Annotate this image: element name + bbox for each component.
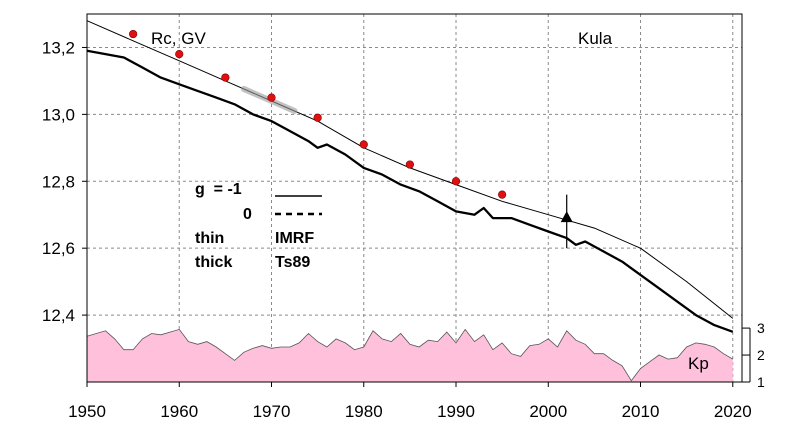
series-dot: [359, 140, 368, 149]
annotation-kp: Kp: [688, 354, 709, 373]
x-tick-label: 1990: [437, 402, 475, 421]
marker-2002: [560, 194, 573, 249]
series-dot: [498, 190, 507, 199]
x-tick-label: 2020: [714, 402, 752, 421]
kp-tick-label: 3: [757, 320, 765, 336]
axis-ticks: 1950 1960 1970 1980 1990 2000 2010 2020 12,4 12,6…: [42, 38, 765, 421]
x-tick-label: 2010: [622, 402, 660, 421]
legend: g = -1 0 thin IMRF thick Ts89: [195, 181, 322, 271]
series-dot: [405, 160, 414, 169]
y-tick-label: 12,6: [42, 239, 75, 258]
series-line-imrf: [86, 20, 734, 319]
legend-imrf-label: IMRF: [275, 230, 314, 247]
series-dot: [129, 29, 138, 39]
annotation-rc-gv: Rc, GV: [151, 29, 206, 48]
annotation-kula: Kula: [578, 29, 613, 48]
kp-tick-label: 1: [757, 374, 765, 390]
legend-thin-label: thin: [195, 230, 224, 247]
series-dot: [451, 177, 461, 186]
plot-frame: [86, 13, 743, 383]
y-tick-label: 13,2: [42, 38, 75, 57]
legend-zero-label: 0: [243, 206, 252, 223]
series-dot: [175, 50, 184, 59]
y-tick-label: 12,8: [42, 172, 75, 191]
marker-triangle: [560, 211, 573, 223]
series-dots: [129, 29, 507, 199]
series-lines: [86, 20, 734, 333]
series-dot: [221, 73, 230, 82]
legend-g-label: g = -1: [195, 181, 242, 198]
kp-area-fill: [87, 329, 733, 382]
legend-ts89-label: Ts89: [275, 254, 310, 271]
series-dot: [313, 113, 322, 122]
x-tick-label: 1980: [345, 402, 383, 421]
x-tick-label: 2000: [529, 402, 567, 421]
kp-tick-label: 2: [757, 347, 765, 363]
x-tick-label: 1950: [68, 402, 106, 421]
kp-area-outline: [86, 328, 734, 382]
y-tick-label: 12,4: [42, 306, 75, 325]
series-line-ts89: [86, 49, 734, 333]
x-tick-label: 1960: [160, 402, 198, 421]
grid: [87, 14, 742, 382]
x-tick-label: 1970: [253, 402, 291, 421]
legend-thick-label: thick: [195, 254, 232, 271]
y-tick-label: 13,0: [42, 105, 75, 124]
kp-area: [86, 328, 734, 382]
series-dot: [267, 93, 276, 102]
